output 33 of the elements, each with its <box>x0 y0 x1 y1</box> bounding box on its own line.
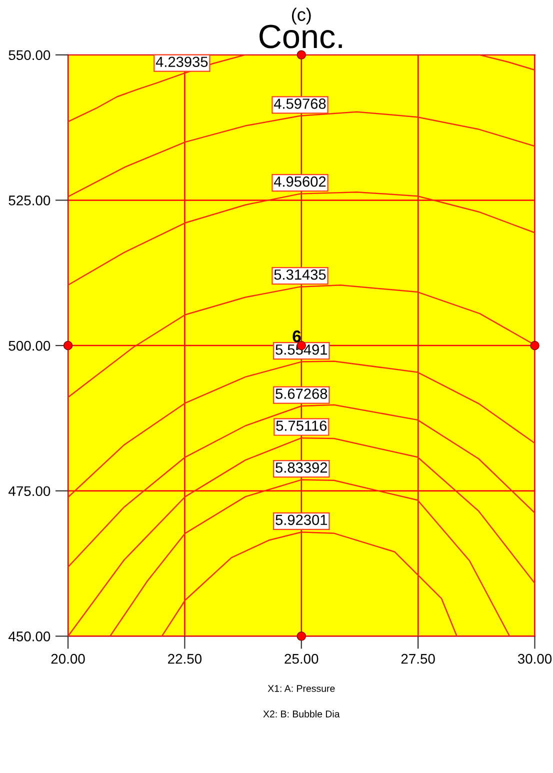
line-series <box>68 111 535 198</box>
point <box>296 50 306 60</box>
line-series <box>68 404 535 568</box>
line-series <box>68 191 535 286</box>
y-tick-label: 550.00 <box>8 50 50 60</box>
line-series <box>109 479 510 636</box>
y-tick-label: 475.00 <box>8 486 50 496</box>
chart-title: Conc. <box>260 24 342 48</box>
series-label: 5.92301 <box>276 514 328 526</box>
series-label: 4.95602 <box>274 176 326 187</box>
series-label: 5.31435 <box>274 269 326 280</box>
x-tick-label: 20.00 <box>51 654 85 664</box>
series-label: 5.75116 <box>276 420 327 431</box>
y-tick-label: 500.00 <box>8 340 50 351</box>
y-tick-label: 525.00 <box>8 196 50 206</box>
y-tick-label: 450.00 <box>8 632 50 642</box>
point <box>296 632 306 641</box>
series-label: 4.23935 <box>156 56 208 68</box>
x-axis-title: X1: A: Pressure <box>268 685 335 692</box>
series-label: 4.59768 <box>274 98 326 109</box>
line-series <box>161 532 458 636</box>
series-label: 5.83392 <box>276 462 328 473</box>
x-tick-label: 30.00 <box>518 654 552 664</box>
x-tick-label: 27.50 <box>401 654 435 664</box>
x-tick-label: 25.00 <box>284 654 318 664</box>
series-label: 5.67268 <box>276 388 328 399</box>
chart-subtitle: (c) <box>292 8 311 25</box>
point <box>530 340 540 350</box>
annotation: 6 <box>292 330 301 342</box>
text: X2: B: Bubble Dia <box>263 710 340 718</box>
x-tick-label: 22.50 <box>168 654 202 664</box>
line-series <box>68 360 535 498</box>
point <box>63 340 73 350</box>
